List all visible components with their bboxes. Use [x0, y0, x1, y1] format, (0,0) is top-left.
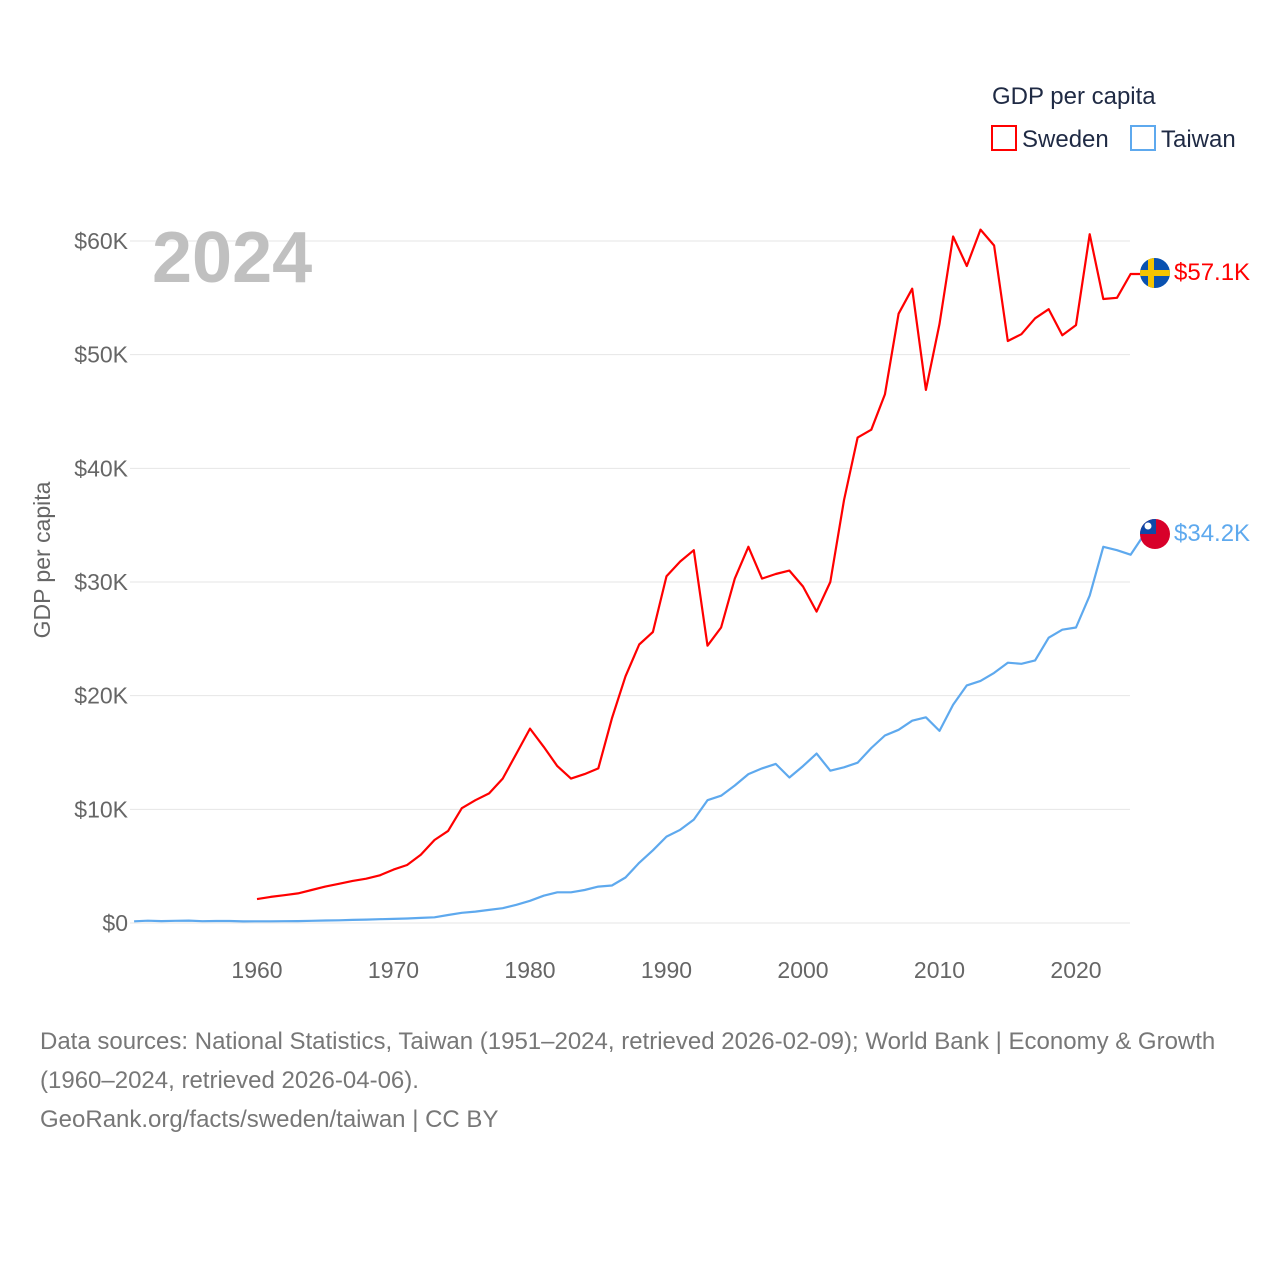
y-tick-label: $30K [74, 569, 128, 595]
legend-label-taiwan: Taiwan [1161, 126, 1236, 153]
y-tick-label: $0 [102, 910, 128, 936]
x-tick-label: 1960 [231, 957, 282, 983]
y-tick-label: $10K [74, 796, 128, 822]
y-axis-label: GDP per capita [29, 481, 55, 638]
x-tick-label: 2000 [777, 957, 828, 983]
x-tick-label: 1990 [641, 957, 692, 983]
x-tick-label: 1980 [504, 957, 555, 983]
y-tick-label: $20K [74, 683, 128, 709]
attribution-link[interactable]: GeoRank.org/facts/sweden/taiwan | CC BY [40, 1106, 499, 1133]
x-tick-label: 2010 [914, 957, 965, 983]
legend-item-sweden[interactable]: Sweden [991, 125, 1109, 153]
sweden-flag-icon [1140, 258, 1170, 288]
y-tick-label: $60K [74, 228, 128, 254]
taiwan-flag-icon [1140, 519, 1170, 549]
legend-label-sweden: Sweden [1022, 126, 1109, 153]
y-tick-label: $40K [74, 455, 128, 481]
series-line-taiwan [134, 533, 1146, 923]
legend-swatch-taiwan [1130, 125, 1156, 151]
legend-swatch-sweden [991, 125, 1017, 151]
series-line-sweden [256, 228, 1140, 901]
year-watermark: 2024 [152, 218, 312, 298]
x-tick-label: 1970 [368, 957, 419, 983]
source-text: Data sources: National Statistics, Taiwa… [40, 1028, 1216, 1094]
legend-title: GDP per capita [992, 83, 1156, 110]
data-source-note: Data sources: National Statistics, Taiwa… [40, 1022, 1240, 1139]
sweden-end-label: $57.1K [1174, 259, 1250, 286]
gdp-line-chart: $0 $10K $20K $30K $40K $50K $60K 1960 1970 1980 1… [29, 83, 1250, 983]
x-tick-label: 2020 [1050, 957, 1101, 983]
legend-item-taiwan[interactable]: Taiwan [1130, 125, 1236, 153]
taiwan-end-label: $34.2K [1174, 520, 1250, 547]
y-tick-label: $50K [74, 342, 128, 368]
